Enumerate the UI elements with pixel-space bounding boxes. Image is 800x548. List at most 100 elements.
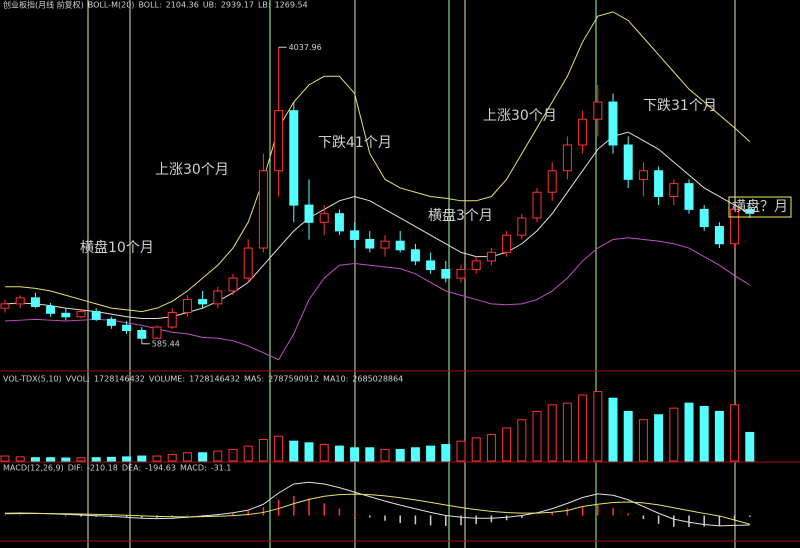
candle-body [638,170,648,180]
legend-value: -31.1 [211,464,232,473]
volume-bar [76,457,86,462]
volume-bar [258,439,268,462]
candle-body [486,251,496,262]
candle-body [699,208,709,228]
volume-bar [714,410,724,462]
annotation: 下跌41个月 [318,135,392,151]
candle-body [76,311,86,318]
volume-bar [365,447,375,462]
volume-bar [228,448,238,462]
volume-bar [30,457,40,462]
volume-bar [61,457,71,462]
volume-bar [198,452,208,462]
volume-bar [638,419,648,462]
volume-bar [15,456,25,462]
candle-body [91,311,101,320]
legend-label: UB: [203,1,217,10]
legend-label: DIF: [68,464,83,473]
candle-body [593,101,603,120]
volume-bar [426,445,436,462]
candle-body [137,329,147,339]
legend-label: VVOL: [66,375,90,384]
candle-body [46,305,56,314]
volume-bar [745,431,755,462]
volume-bar [502,427,512,462]
candle-body [380,240,390,249]
volume-bar [562,402,572,462]
candle-body [471,260,481,271]
indicator-line [4,237,751,361]
annotation: 上涨30个月 [155,162,229,178]
candle-body [243,247,253,279]
candle-body [395,240,405,251]
candle-body [30,297,40,307]
candle-body [547,170,557,193]
candle-body [152,326,162,339]
volume-bar [304,442,314,462]
candle-body [365,238,375,249]
candle-body [274,110,284,172]
volume-bar [137,455,147,462]
candle-body [182,299,192,313]
indicator-line [4,493,750,525]
candle-body [532,191,542,219]
candle-body [426,260,436,271]
volume-bar [91,457,101,462]
indicator-name: VOL-TDX(5,10) [3,375,62,384]
candle-body [0,303,10,309]
volume-bar [289,440,299,462]
candle-body [61,312,71,318]
legend-value: 2685028864 [352,375,403,384]
volume-bar [319,443,329,462]
volume-bar [46,457,56,462]
legend-label: MA5: [244,375,264,384]
legend-value: -194.63 [145,464,176,473]
volume-bar [486,434,496,462]
chart-title: 创业板指(月线 前复权) [3,0,84,10]
volume-bar [684,402,694,462]
candle-body [319,213,329,223]
candle-body [623,144,633,180]
volume-bar [608,397,618,462]
candle-body [228,277,238,292]
candle-body [517,217,527,236]
candle-body [684,183,694,210]
candle-body [714,226,724,245]
volume-bar [730,404,740,462]
legend-label: LB: [258,1,271,10]
annotation-box [728,196,792,218]
volume-bar [0,455,10,462]
candle-body [730,208,740,245]
candle-body [350,230,360,240]
legend-label: DEA: [122,464,141,473]
legend-value: 2939.17 [221,1,254,10]
legend-value: 2104.36 [166,1,199,10]
annotation: 横盘？月 [732,198,788,215]
candle-body [258,170,268,249]
candle-body [410,249,420,262]
annotation: 横盘10个月 [80,239,154,256]
candle-body [562,144,572,172]
legend-label: MACD: [180,464,207,473]
legend-value: 1728146432 [94,375,145,384]
legend-value: 2787590912 [268,375,319,384]
volume-bar [517,419,527,462]
volume-bar [213,450,223,462]
volume-bar [623,410,633,462]
candle-body [441,269,451,279]
indicator-line [4,131,751,319]
volume-bar [547,404,557,462]
volume-bar [532,410,542,462]
candle-body [289,110,299,206]
candle-body [669,183,679,198]
candle-body [304,204,314,223]
candle-body [198,299,208,305]
legend-value: 1269.54 [275,1,308,10]
candle-body [456,269,466,279]
candle-body [654,170,664,198]
candle-body [745,208,755,214]
annotation: 上涨30个月 [483,108,557,124]
volume-bar [395,448,405,462]
